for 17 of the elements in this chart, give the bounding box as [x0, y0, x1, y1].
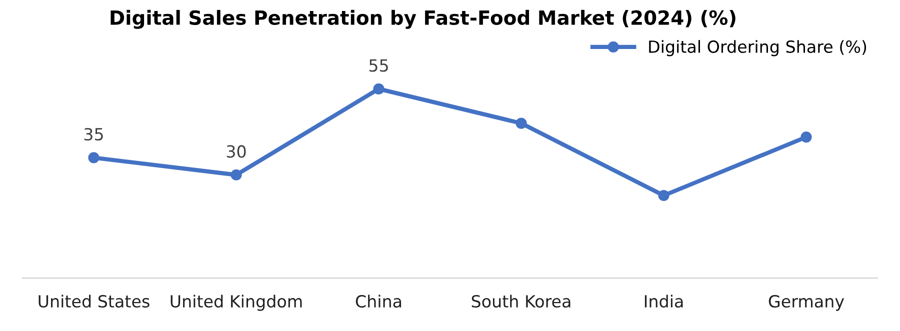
data-label: 30 [226, 145, 246, 158]
chart-title: Digital Sales Penetration by Fast-Food Market (2024) (%) [110, 10, 736, 29]
x-tick-label: China [356, 294, 402, 308]
x-tick-label: South Korea [472, 294, 570, 308]
point [516, 118, 527, 129]
x-tick-label: Germany [768, 295, 844, 311]
x-tick-label: India [644, 294, 683, 308]
legend-label: Digital Ordering Share (%) [649, 40, 866, 56]
point [800, 131, 812, 143]
point [230, 169, 242, 180]
data-label: 35 [84, 128, 103, 141]
x-tick-label: United States [38, 294, 150, 308]
point [373, 83, 384, 94]
data-label: 55 [369, 59, 388, 72]
x-tick-label: United Kingdom [170, 294, 302, 311]
point [88, 152, 100, 164]
point [658, 190, 670, 202]
